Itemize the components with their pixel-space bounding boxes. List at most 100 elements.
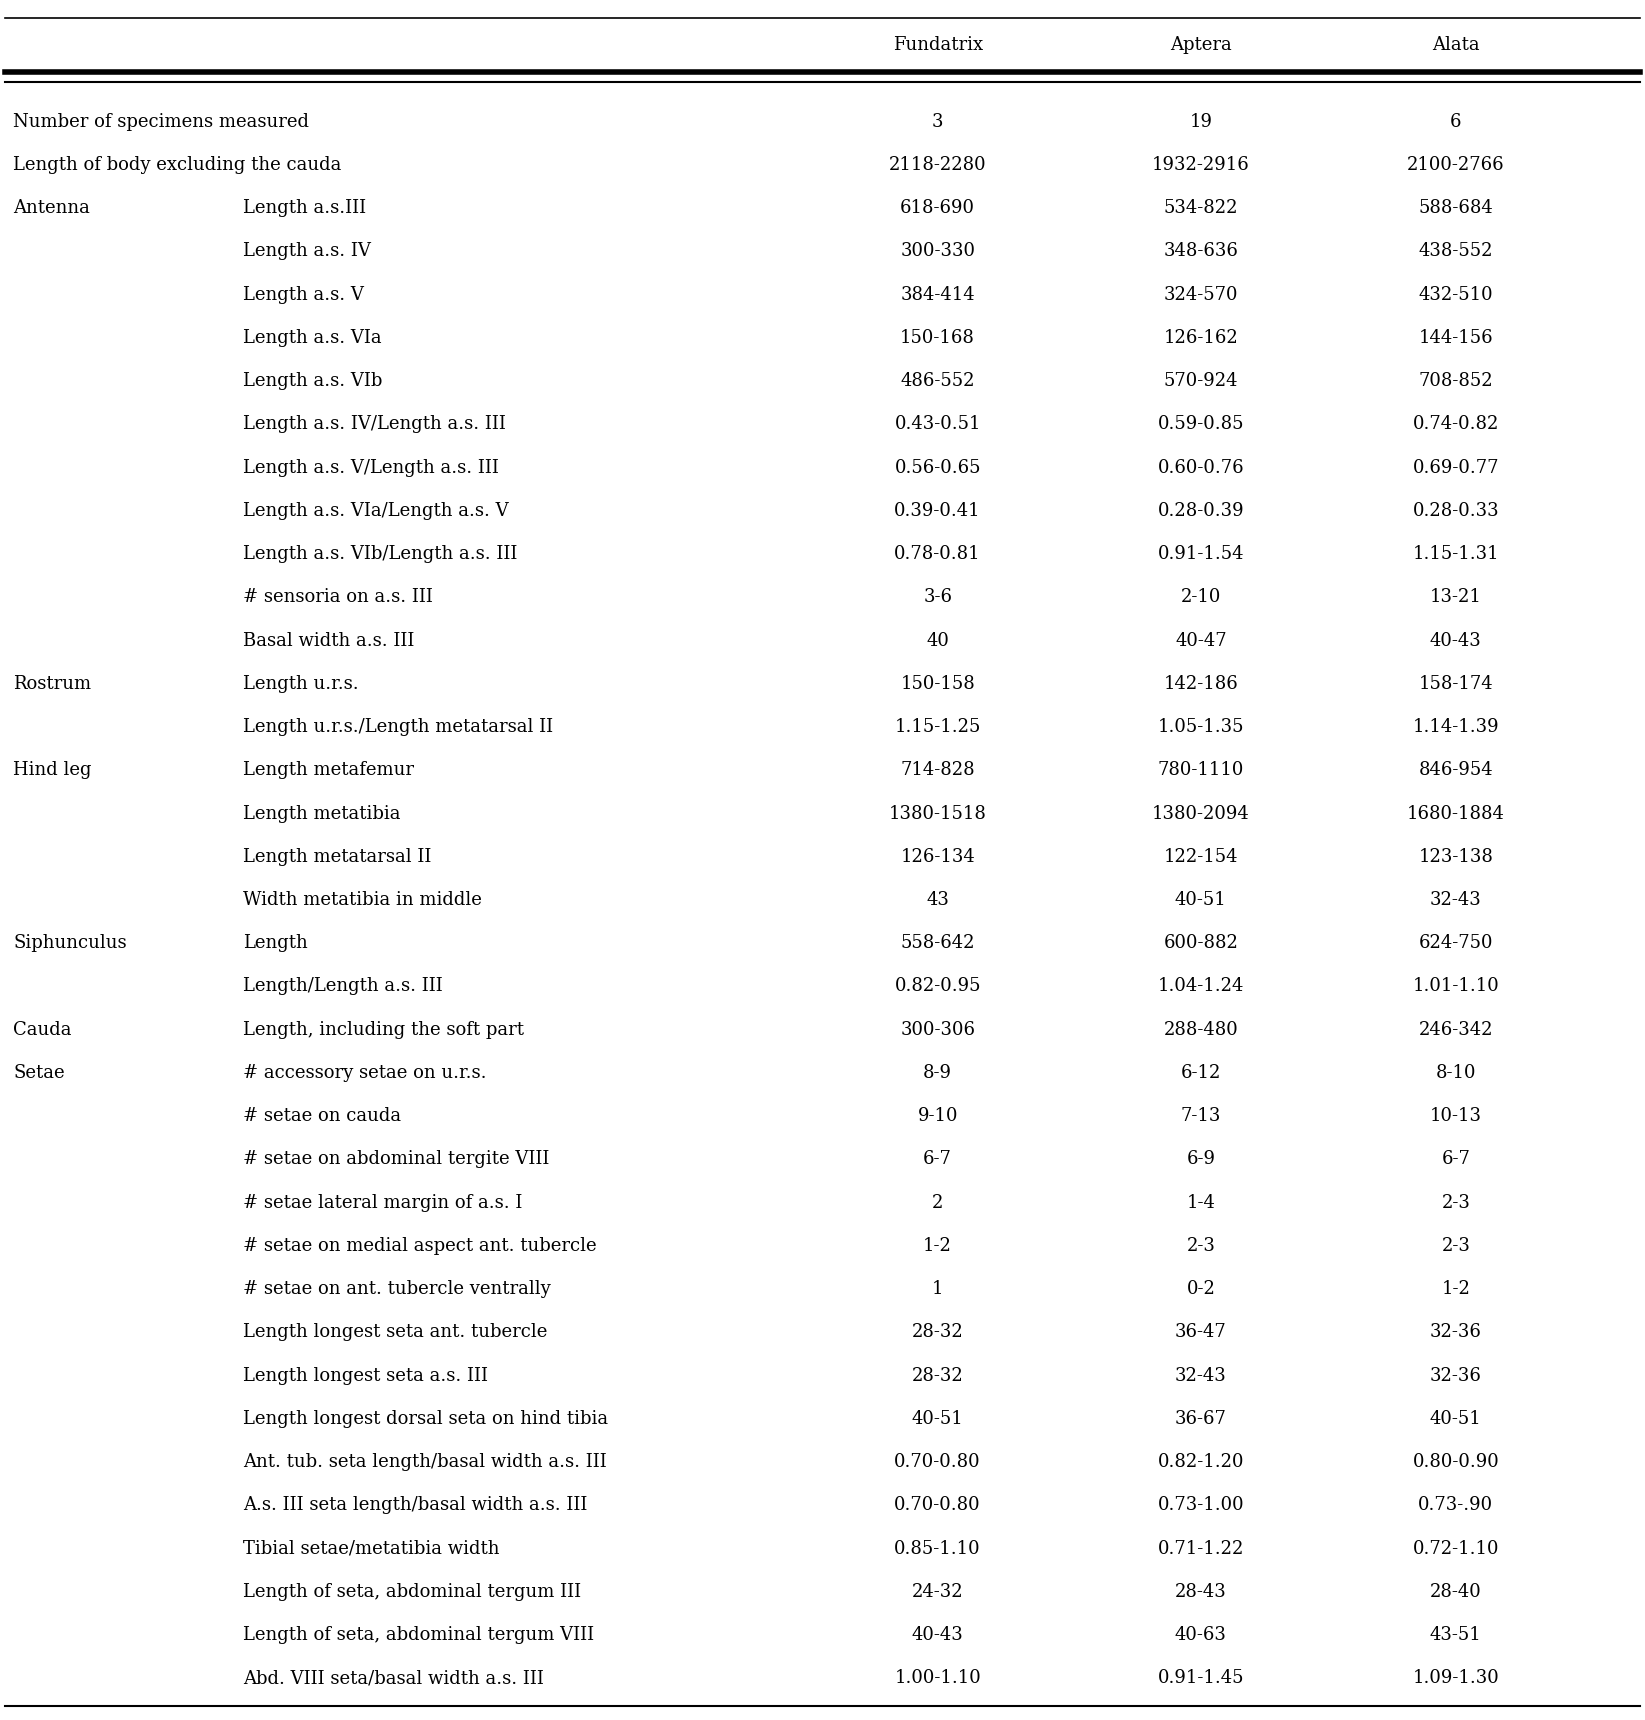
Text: 0.59-0.85: 0.59-0.85	[1158, 415, 1244, 433]
Text: 8-10: 8-10	[1436, 1065, 1476, 1082]
Text: 300-306: 300-306	[900, 1020, 975, 1039]
Text: 1.14-1.39: 1.14-1.39	[1413, 717, 1499, 736]
Text: 1.09-1.30: 1.09-1.30	[1413, 1670, 1499, 1687]
Text: 0.28-0.39: 0.28-0.39	[1158, 502, 1244, 519]
Text: 1: 1	[933, 1280, 943, 1299]
Text: 28-40: 28-40	[1430, 1582, 1482, 1601]
Text: 384-414: 384-414	[900, 286, 975, 304]
Text: 588-684: 588-684	[1418, 200, 1494, 217]
Text: 0.56-0.65: 0.56-0.65	[895, 459, 980, 476]
Text: 0.70-0.80: 0.70-0.80	[895, 1496, 980, 1514]
Text: Length: Length	[243, 934, 308, 953]
Text: 246-342: 246-342	[1418, 1020, 1494, 1039]
Text: 0.80-0.90: 0.80-0.90	[1413, 1453, 1499, 1471]
Text: Length, including the soft part: Length, including the soft part	[243, 1020, 525, 1039]
Text: 13-21: 13-21	[1430, 588, 1482, 605]
Text: 40-51: 40-51	[1175, 891, 1227, 908]
Text: # accessory setae on u.r.s.: # accessory setae on u.r.s.	[243, 1065, 487, 1082]
Text: Tibial setae/metatibia width: Tibial setae/metatibia width	[243, 1539, 500, 1558]
Text: 570-924: 570-924	[1163, 372, 1239, 390]
Text: Length longest seta ant. tubercle: Length longest seta ant. tubercle	[243, 1323, 548, 1342]
Text: 40: 40	[926, 631, 949, 650]
Text: Length longest dorsal seta on hind tibia: Length longest dorsal seta on hind tibia	[243, 1410, 609, 1428]
Text: 19: 19	[1189, 112, 1212, 131]
Text: # setae on ant. tubercle ventrally: # setae on ant. tubercle ventrally	[243, 1280, 551, 1299]
Text: Length u.r.s.: Length u.r.s.	[243, 674, 359, 693]
Text: 1-2: 1-2	[923, 1237, 952, 1256]
Text: 7-13: 7-13	[1181, 1108, 1221, 1125]
Text: Abd. VIII seta/basal width a.s. III: Abd. VIII seta/basal width a.s. III	[243, 1670, 544, 1687]
Text: 0.91-1.54: 0.91-1.54	[1158, 545, 1244, 562]
Text: 846-954: 846-954	[1418, 762, 1494, 779]
Text: 150-158: 150-158	[900, 674, 975, 693]
Text: Length metafemur: Length metafemur	[243, 762, 415, 779]
Text: 2-10: 2-10	[1181, 588, 1221, 605]
Text: 8-9: 8-9	[923, 1065, 952, 1082]
Text: 0.73-1.00: 0.73-1.00	[1158, 1496, 1244, 1514]
Text: Length/Length a.s. III: Length/Length a.s. III	[243, 977, 443, 996]
Text: 40-43: 40-43	[1430, 631, 1482, 650]
Text: Ant. tub. seta length/basal width a.s. III: Ant. tub. seta length/basal width a.s. I…	[243, 1453, 607, 1471]
Text: 0.82-1.20: 0.82-1.20	[1158, 1453, 1244, 1471]
Text: 1.05-1.35: 1.05-1.35	[1158, 717, 1244, 736]
Text: 2118-2280: 2118-2280	[888, 157, 987, 174]
Text: 28-32: 28-32	[911, 1323, 964, 1342]
Text: 1932-2916: 1932-2916	[1152, 157, 1250, 174]
Text: 0.82-0.95: 0.82-0.95	[895, 977, 980, 996]
Text: 0.70-0.80: 0.70-0.80	[895, 1453, 980, 1471]
Text: Antenna: Antenna	[13, 200, 90, 217]
Text: 0.71-1.22: 0.71-1.22	[1158, 1539, 1244, 1558]
Text: 0-2: 0-2	[1186, 1280, 1216, 1299]
Text: 126-134: 126-134	[900, 848, 975, 865]
Text: 1380-1518: 1380-1518	[888, 805, 987, 822]
Text: 40-63: 40-63	[1175, 1625, 1227, 1644]
Text: Hind leg: Hind leg	[13, 762, 92, 779]
Text: 2-3: 2-3	[1441, 1237, 1471, 1256]
Text: 0.74-0.82: 0.74-0.82	[1413, 415, 1499, 433]
Text: 2-3: 2-3	[1186, 1237, 1216, 1256]
Text: 40-43: 40-43	[911, 1625, 964, 1644]
Text: 36-67: 36-67	[1175, 1410, 1227, 1428]
Text: 123-138: 123-138	[1418, 848, 1494, 865]
Text: 0.28-0.33: 0.28-0.33	[1413, 502, 1499, 519]
Text: 0.60-0.76: 0.60-0.76	[1158, 459, 1244, 476]
Text: 0.91-1.45: 0.91-1.45	[1158, 1670, 1244, 1687]
Text: 6-9: 6-9	[1186, 1151, 1216, 1168]
Text: 144-156: 144-156	[1418, 329, 1494, 347]
Text: 126-162: 126-162	[1163, 329, 1239, 347]
Text: 1680-1884: 1680-1884	[1406, 805, 1505, 822]
Text: 32-43: 32-43	[1175, 1367, 1227, 1385]
Text: 1-4: 1-4	[1186, 1194, 1216, 1211]
Text: 438-552: 438-552	[1418, 243, 1494, 260]
Text: 0.69-0.77: 0.69-0.77	[1413, 459, 1499, 476]
Text: Length a.s. IV: Length a.s. IV	[243, 243, 372, 260]
Text: 36-47: 36-47	[1175, 1323, 1227, 1342]
Text: Siphunculus: Siphunculus	[13, 934, 127, 953]
Text: 0.73-.90: 0.73-.90	[1418, 1496, 1494, 1514]
Text: Length of seta, abdominal tergum III: Length of seta, abdominal tergum III	[243, 1582, 582, 1601]
Text: 300-330: 300-330	[900, 243, 975, 260]
Text: Length a.s. VIa: Length a.s. VIa	[243, 329, 382, 347]
Text: 0.72-1.10: 0.72-1.10	[1413, 1539, 1499, 1558]
Text: 534-822: 534-822	[1163, 200, 1239, 217]
Text: A.s. III seta length/basal width a.s. III: A.s. III seta length/basal width a.s. II…	[243, 1496, 587, 1514]
Text: 122-154: 122-154	[1163, 848, 1239, 865]
Text: 28-43: 28-43	[1175, 1582, 1227, 1601]
Text: 486-552: 486-552	[900, 372, 975, 390]
Text: Aptera: Aptera	[1170, 36, 1232, 53]
Text: Length metatibia: Length metatibia	[243, 805, 401, 822]
Text: 28-32: 28-32	[911, 1367, 964, 1385]
Text: # setae on medial aspect ant. tubercle: # setae on medial aspect ant. tubercle	[243, 1237, 597, 1256]
Text: 150-168: 150-168	[900, 329, 975, 347]
Text: Length a.s. VIb/Length a.s. III: Length a.s. VIb/Length a.s. III	[243, 545, 518, 562]
Text: 6-7: 6-7	[923, 1151, 952, 1168]
Text: Length a.s. VIb: Length a.s. VIb	[243, 372, 383, 390]
Text: Width metatibia in middle: Width metatibia in middle	[243, 891, 482, 908]
Text: 9-10: 9-10	[918, 1108, 957, 1125]
Text: 40-51: 40-51	[1430, 1410, 1482, 1428]
Text: 40-47: 40-47	[1175, 631, 1227, 650]
Text: # setae on abdominal tergite VIII: # setae on abdominal tergite VIII	[243, 1151, 549, 1168]
Text: 1.15-1.25: 1.15-1.25	[895, 717, 980, 736]
Text: 600-882: 600-882	[1163, 934, 1239, 953]
Text: Length a.s. IV/Length a.s. III: Length a.s. IV/Length a.s. III	[243, 415, 507, 433]
